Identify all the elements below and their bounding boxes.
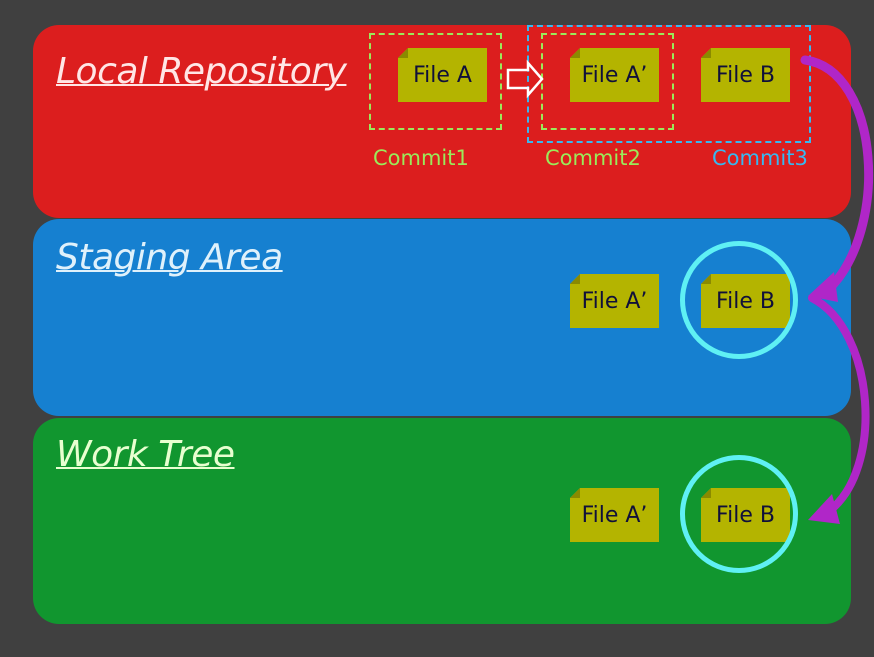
local-file-a-prime-label: File A’ <box>581 62 648 88</box>
local-file-b: File B <box>701 48 790 102</box>
commit-progress-arrow-icon <box>506 59 544 99</box>
local-file-a-label: File A <box>413 62 472 88</box>
work-file-b-highlight-ring <box>680 455 798 573</box>
local-repository-title: Local Repository <box>56 51 347 92</box>
staging-file-a-prime: File A’ <box>570 274 659 328</box>
checkout-to-staging-arrow <box>800 55 874 302</box>
commit2-label: Commit2 <box>545 146 641 170</box>
commit1-box <box>369 33 502 130</box>
commit3-box <box>527 25 811 143</box>
staging-file-a-prime-label: File A’ <box>581 288 648 314</box>
commit3-label: Commit3 <box>712 146 808 170</box>
local-file-a-prime: File A’ <box>570 48 659 102</box>
commit1-label: Commit1 <box>373 146 469 170</box>
work-file-a-prime-label: File A’ <box>581 502 648 528</box>
checkout-to-worktree-arrow <box>808 294 870 524</box>
work-tree-title: Work Tree <box>56 434 235 475</box>
local-file-b-label: File B <box>716 62 775 88</box>
work-file-a-prime: File A’ <box>570 488 659 542</box>
commit2-box <box>541 33 674 130</box>
staging-area-title: Staging Area <box>56 237 283 278</box>
local-file-a: File A <box>398 48 487 102</box>
staging-file-b-highlight-ring <box>680 241 798 359</box>
